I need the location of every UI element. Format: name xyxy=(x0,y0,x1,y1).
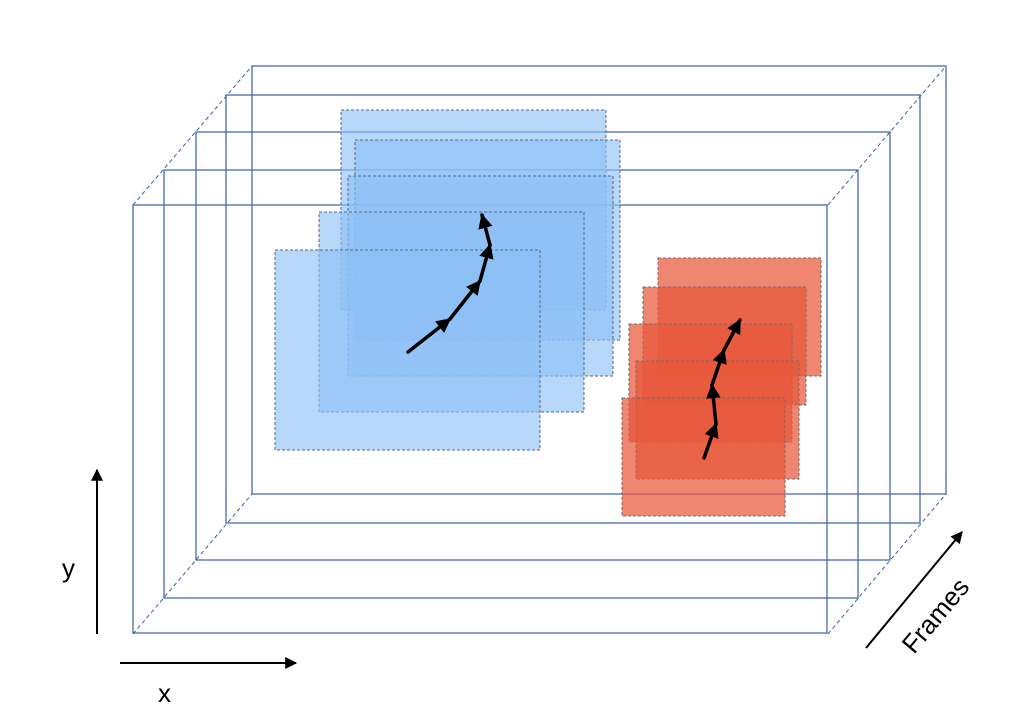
blue-trajectory xyxy=(406,213,494,354)
blue-object xyxy=(274,109,621,451)
x-axis-label: x xyxy=(158,678,171,708)
red-motion-arrow-1 xyxy=(702,422,719,460)
connector-bottom-right xyxy=(827,493,947,635)
red-motion-arrow-4 xyxy=(722,318,742,352)
blue-box-1 xyxy=(274,249,541,451)
connector-top-right xyxy=(827,65,947,206)
blue-motion-arrow-1 xyxy=(406,317,452,354)
axes xyxy=(91,468,963,669)
blue-motion-arrow-2 xyxy=(448,279,482,321)
connector-top-left xyxy=(132,65,253,206)
y-axis-label: y xyxy=(62,553,75,583)
red-trajectory xyxy=(702,318,742,460)
frames-axis-arrow xyxy=(865,531,963,649)
frames-axis-label: Frames xyxy=(896,572,976,659)
red-motion-arrow-3 xyxy=(710,348,727,387)
depth-connectors xyxy=(132,65,947,635)
red-object xyxy=(621,257,822,517)
connector-bottom-left xyxy=(132,493,253,635)
blue-motion-arrow-4 xyxy=(478,213,493,247)
red-motion-arrow-2 xyxy=(706,383,721,426)
frame-4 xyxy=(225,94,921,524)
frame-5 xyxy=(251,65,947,495)
blue-motion-arrow-3 xyxy=(478,243,494,283)
